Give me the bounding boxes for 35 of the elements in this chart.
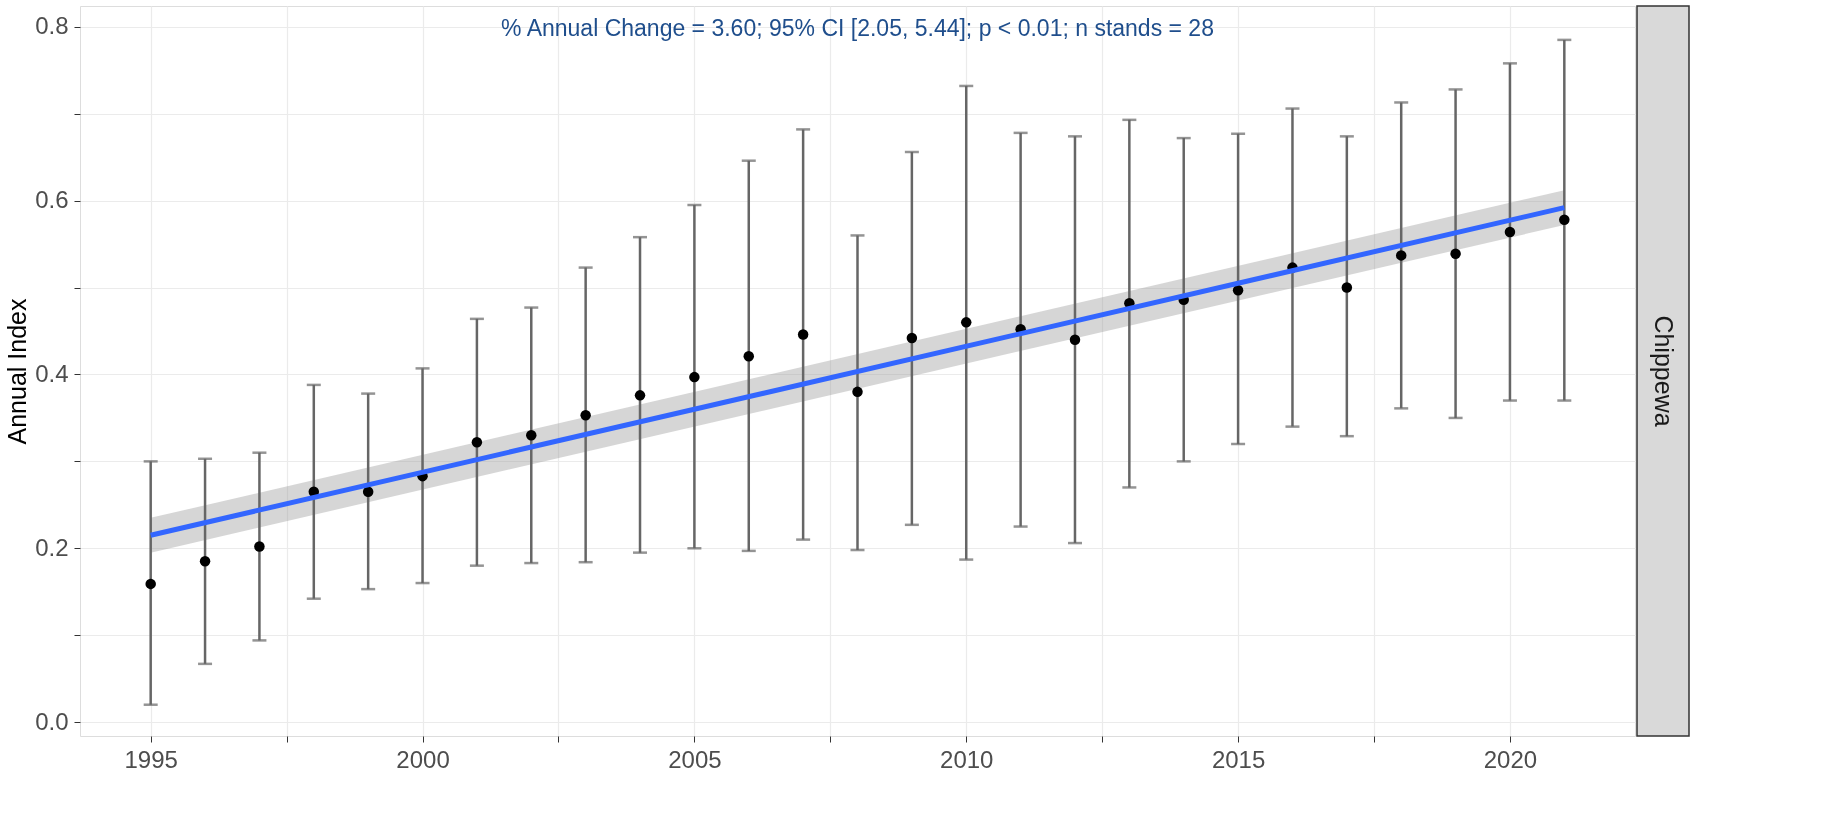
x-tick-label: 2005 xyxy=(668,745,722,773)
point xyxy=(362,486,374,498)
y-tick-label: 0.0 xyxy=(35,707,69,735)
x-tick-label: 1995 xyxy=(124,745,178,773)
point xyxy=(1504,226,1516,238)
y-tick-label: 0.4 xyxy=(35,359,69,387)
point xyxy=(906,332,918,344)
point xyxy=(1341,282,1353,293)
y-axis-title: Annual Index xyxy=(3,298,32,445)
point xyxy=(526,430,537,441)
x-tick-label: 2015 xyxy=(1211,745,1266,773)
annotation: % Annual Change = 3.60; 95% CI [2.05, 5.44]; p < 0.01; n stands = 28 xyxy=(501,15,1214,41)
point xyxy=(145,578,156,590)
point xyxy=(1395,250,1407,261)
point xyxy=(689,371,700,383)
x-tick-label: 2000 xyxy=(396,745,450,773)
point xyxy=(743,350,754,362)
y-tick-label: 0.6 xyxy=(35,186,69,214)
y-tick-label: 0.8 xyxy=(35,12,69,40)
x-tick-label: 2010 xyxy=(940,745,994,773)
point xyxy=(852,386,863,398)
point xyxy=(199,556,211,567)
point xyxy=(471,437,483,448)
y-tick-label: 0.2 xyxy=(35,533,69,561)
point xyxy=(1069,334,1081,345)
point xyxy=(1450,248,1461,259)
point xyxy=(580,410,591,421)
point xyxy=(634,390,646,401)
text: Chippewa xyxy=(1650,315,1678,427)
point xyxy=(797,329,809,340)
point xyxy=(1559,214,1570,226)
point xyxy=(1232,284,1244,296)
point xyxy=(254,541,265,552)
x-tick-label: 2020 xyxy=(1483,745,1538,773)
point xyxy=(961,317,972,328)
